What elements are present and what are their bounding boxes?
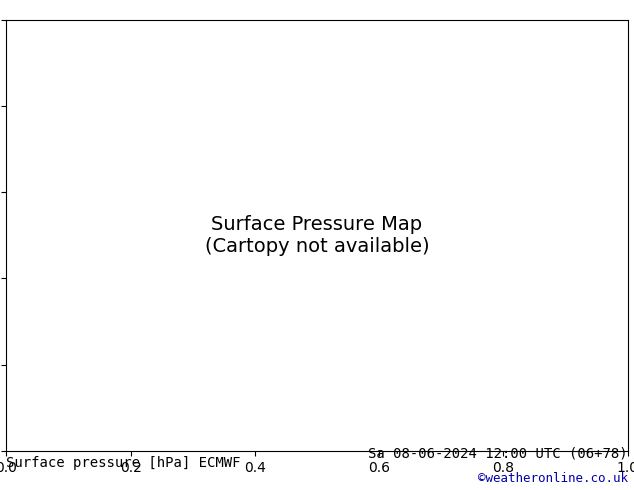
Text: ©weatheronline.co.uk: ©weatheronline.co.uk — [477, 472, 628, 485]
Text: Surface Pressure Map
(Cartopy not available): Surface Pressure Map (Cartopy not availa… — [205, 215, 429, 256]
Text: Sa 08-06-2024 12:00 UTC (06+78): Sa 08-06-2024 12:00 UTC (06+78) — [368, 446, 628, 461]
Text: Surface pressure [hPa] ECMWF: Surface pressure [hPa] ECMWF — [6, 456, 241, 470]
